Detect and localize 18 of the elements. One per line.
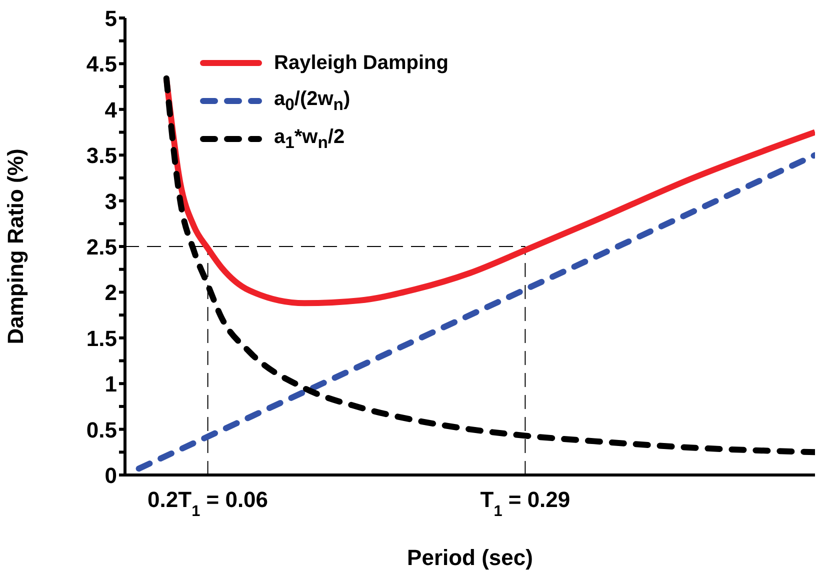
legend-label: Rayleigh Damping <box>274 52 448 74</box>
y-tick-label: 1 <box>104 372 117 397</box>
y-tick-label: 4 <box>104 97 118 122</box>
y-tick-label: 3 <box>104 188 117 214</box>
y-axis-title: Damping Ratio (%) <box>2 148 28 344</box>
y-tick-label: 0 <box>104 463 117 488</box>
legend-label: a$_{1}$*w$_{n}$/2 <box>274 126 345 152</box>
y-tick-label: 2 <box>104 280 117 306</box>
y-tick-label: 5 <box>104 6 117 31</box>
y-tick-label: 2.5 <box>86 234 117 260</box>
x-tick-label: T$_{1}$ = 0.29 <box>480 487 570 520</box>
y-tick-label: 0.5 <box>86 417 117 442</box>
y-tick-label: 1.5 <box>86 326 117 351</box>
x-tick-label: 0.2T$_{1}$ = 0.06 <box>148 487 268 520</box>
y-tick-label: 4.5 <box>86 52 117 77</box>
legend-label: a$_{0}$/(2w$_{n}$) <box>274 88 350 114</box>
x-axis-title: Period (sec) <box>407 545 533 570</box>
y-tick-label: 3.5 <box>86 143 117 168</box>
